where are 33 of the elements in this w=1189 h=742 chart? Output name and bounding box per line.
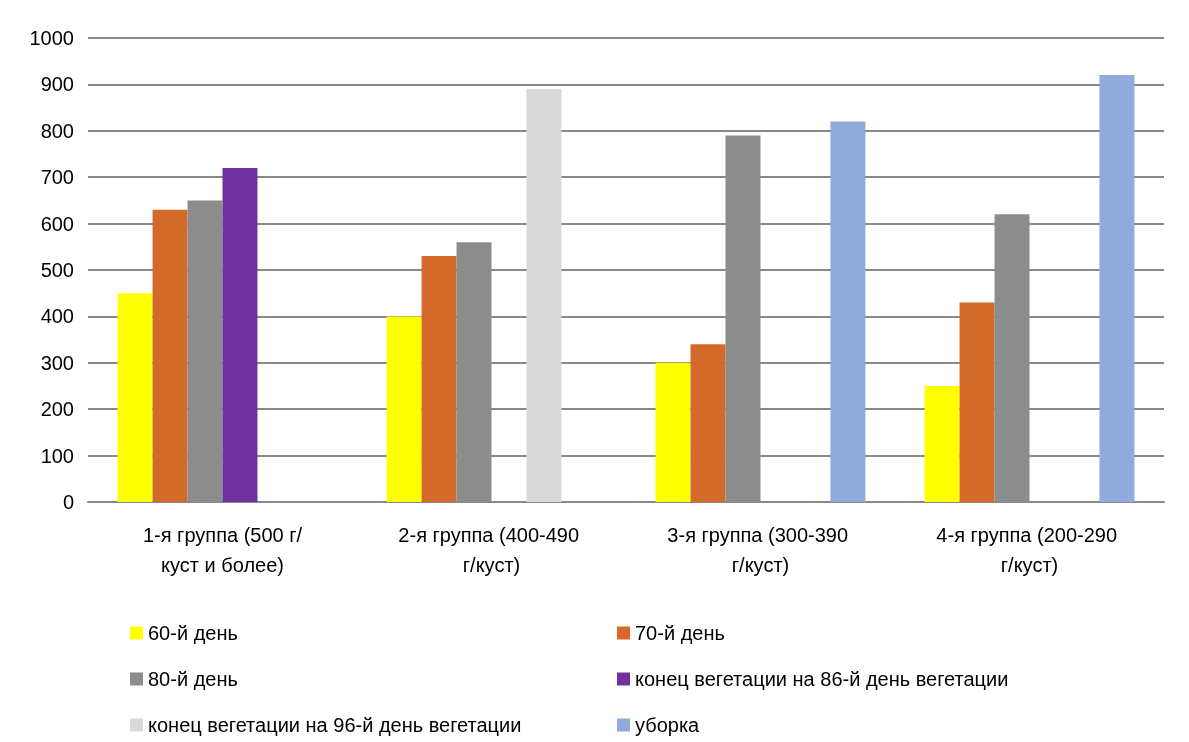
bar <box>117 293 153 502</box>
bar <box>421 256 457 502</box>
legend-label: 80-й день <box>148 668 238 690</box>
legend-label: уборка <box>635 714 701 736</box>
x-tick-label: 2-я группа (400-490 г/куст) <box>398 524 585 576</box>
bar <box>1099 75 1135 502</box>
y-tick-label: 1000 <box>29 27 74 49</box>
y-tick-label: 700 <box>40 166 74 189</box>
bar <box>152 209 188 502</box>
bar <box>924 386 960 502</box>
bar <box>690 344 726 502</box>
bar <box>386 316 422 502</box>
y-tick-label: 900 <box>40 73 74 96</box>
y-tick-label: 300 <box>40 351 74 374</box>
y-tick-label: 400 <box>40 305 74 328</box>
y-tick-label: 800 <box>40 119 74 142</box>
bar <box>526 89 562 502</box>
y-tick-label: 200 <box>40 398 74 421</box>
y-tick-label: 100 <box>40 444 74 467</box>
bar <box>655 362 691 502</box>
bar <box>830 121 866 502</box>
legend-label: 60-й день <box>148 622 238 644</box>
legend-label: конец вегетации на 96-й день вегетации <box>148 714 522 736</box>
legend-label: 70-й день <box>635 622 725 644</box>
x-tick-label: 4-я группа (200-290 г/куст) <box>936 524 1123 576</box>
y-tick-label: 0 <box>62 491 74 513</box>
x-tick-label: 3-я группа (300-390 г/куст) <box>667 524 854 576</box>
bar <box>959 302 995 502</box>
y-tick-label: 500 <box>40 259 74 281</box>
x-tick-label: 1-я группа (500 г/куст и более) <box>142 524 303 576</box>
y-tick-label: 600 <box>40 212 74 235</box>
legend-label: конец вегетации на 86-й день вегетации <box>635 668 1009 690</box>
bar <box>222 167 258 502</box>
